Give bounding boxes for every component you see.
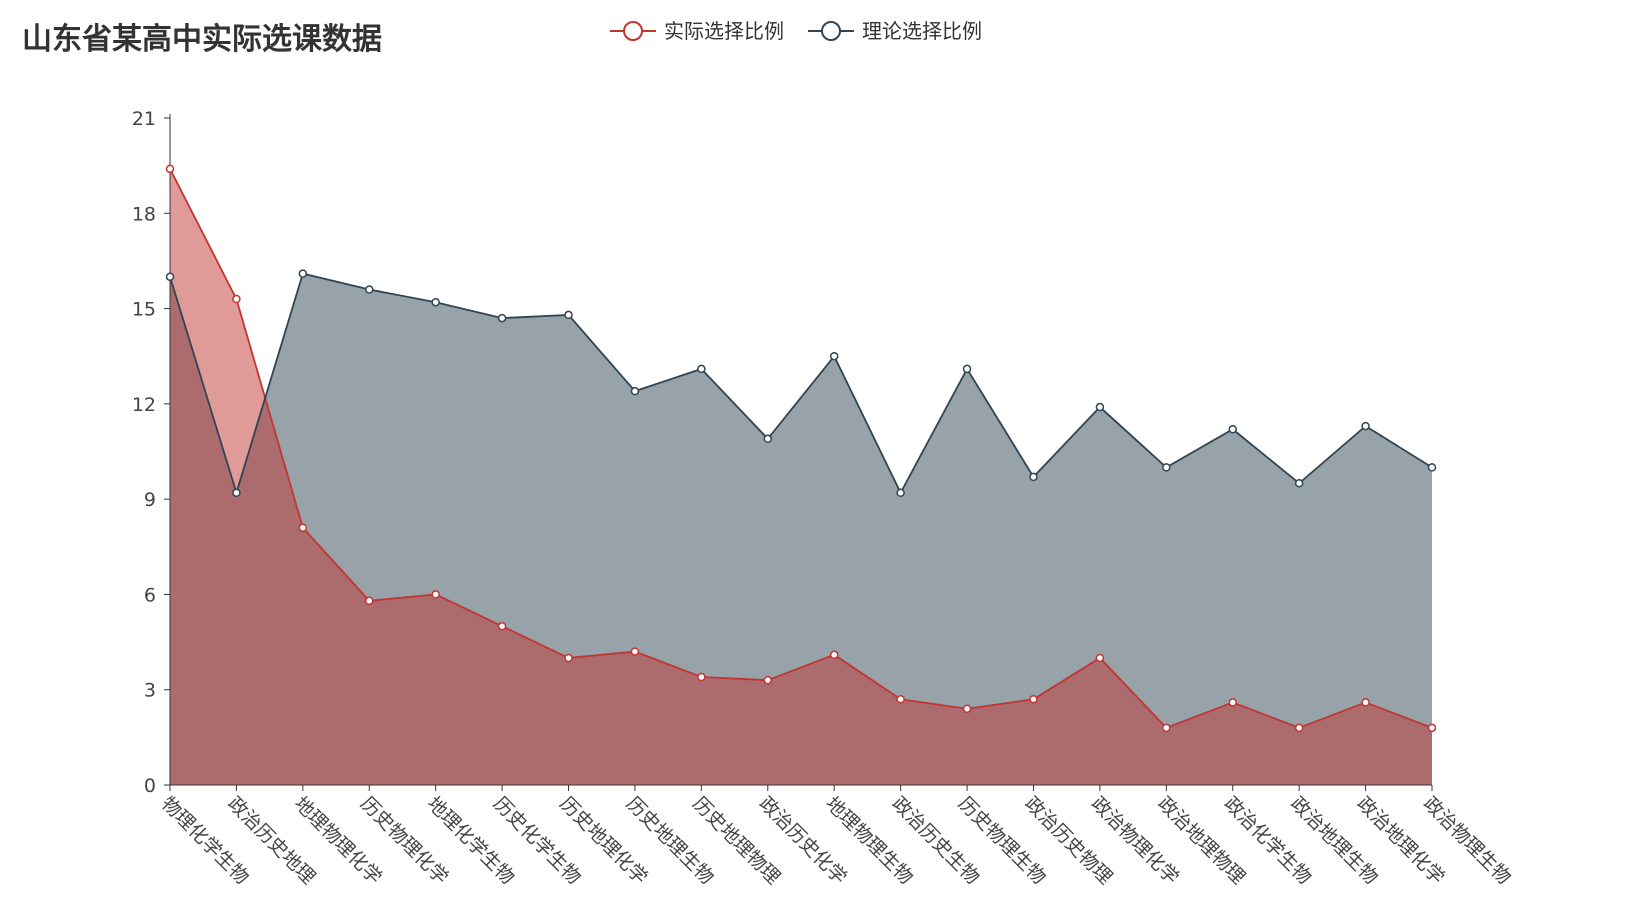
data-point-1[interactable] [431,297,440,307]
data-point-1[interactable] [365,285,374,294]
y-tick-label: 15 [132,299,156,321]
data-point-0[interactable] [165,164,175,174]
data-point-0[interactable] [1427,723,1437,733]
data-point-1[interactable] [697,364,706,374]
data-point-0[interactable] [829,650,839,660]
series-areas [169,168,1433,786]
data-point-0[interactable] [1029,694,1038,704]
data-point-0[interactable] [298,523,308,532]
y-tick-label: 6 [144,584,156,606]
data-point-1[interactable] [165,272,175,282]
y-tick-label: 18 [132,203,156,225]
data-point-1[interactable] [1029,472,1038,482]
chart-title: 山东省某高中实际选课数据 [22,22,382,57]
data-point-1[interactable] [298,269,308,278]
legend[interactable]: 实际选择比例 理论选择比例 [610,19,982,43]
data-point-1[interactable] [829,351,839,361]
legend-item-1[interactable]: 理论选择比例 [808,19,982,43]
data-point-0[interactable] [630,647,640,656]
data-point-0[interactable] [564,653,573,663]
data-point-1[interactable] [1427,463,1437,472]
data-point-0[interactable] [431,590,440,599]
data-point-1[interactable] [896,488,905,498]
legend-marker [623,21,643,41]
data-point-1[interactable] [1095,402,1105,412]
legend-label: 实际选择比例 [664,19,784,43]
data-point-0[interactable] [1294,723,1304,733]
data-point-1[interactable] [1294,479,1304,488]
series-line-0 [169,168,1433,729]
series-points[interactable] [165,164,1437,733]
legend-item-0[interactable]: 实际选择比例 [610,19,784,43]
data-point-0[interactable] [365,596,374,606]
series-line-1 [169,272,1433,496]
series-area-0 [170,168,1432,786]
y-tick-label: 21 [132,108,156,130]
data-point-0[interactable] [697,672,706,682]
data-point-0[interactable] [962,704,972,714]
data-point-0[interactable] [1095,653,1105,663]
y-tick-label: 12 [132,394,156,416]
data-point-0[interactable] [1162,723,1171,733]
data-point-1[interactable] [630,386,640,396]
data-point-0[interactable] [763,675,773,685]
data-point-1[interactable] [1228,425,1237,434]
data-point-1[interactable] [564,310,573,320]
data-point-0[interactable] [1228,698,1237,707]
data-point-0[interactable] [896,694,905,704]
legend-marker [821,21,841,41]
data-point-0[interactable] [1361,698,1370,707]
data-point-1[interactable] [232,488,241,498]
y-tick-label: 3 [144,680,156,702]
data-point-1[interactable] [962,364,972,374]
data-point-1[interactable] [1162,463,1171,472]
data-point-0[interactable] [232,294,241,304]
data-point-1[interactable] [763,434,773,444]
y-tick-label: 0 [144,775,156,797]
y-tick-label: 9 [144,489,156,511]
data-point-0[interactable] [497,621,507,631]
legend-label: 理论选择比例 [862,19,982,43]
data-point-1[interactable] [497,313,507,323]
data-point-1[interactable] [1361,421,1370,431]
